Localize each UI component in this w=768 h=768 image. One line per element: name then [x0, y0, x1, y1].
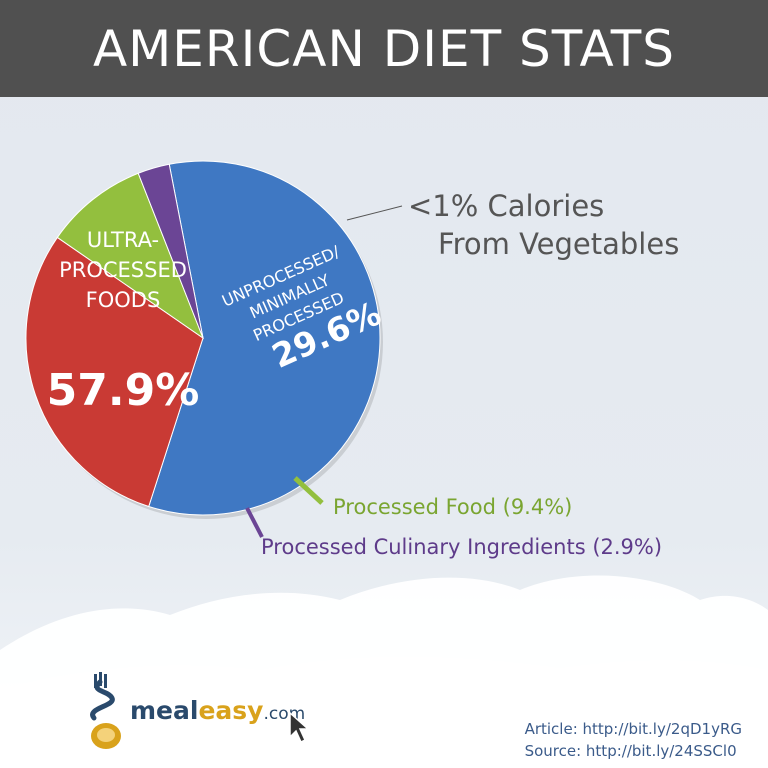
processed-food-label: Processed Food (9.4%) [333, 495, 572, 519]
ultra-processed-label-1: PROCESSED [59, 258, 187, 282]
ultra-processed-value: 57.9% [47, 365, 200, 416]
pie-slice-3 [137, 163, 204, 339]
ultra-processed-label-0: ULTRA- [87, 228, 159, 252]
pie-slice-1 [25, 236, 204, 508]
ultra-processed-label-2: FOODS [86, 288, 161, 312]
logo-meal: meal [130, 696, 199, 725]
page-title: AMERICAN DIET STATS [92, 19, 676, 78]
pie-slice-2 [56, 172, 205, 340]
vegetables-leader [346, 205, 403, 221]
mealeasy-logo[interactable]: mealeasy.com [82, 668, 305, 758]
credits: Article: http://bit.ly/2qD1yRG Source: h… [525, 718, 742, 762]
vegetables-annotation-0: <1% Calories [408, 189, 604, 223]
header-bar: AMERICAN DIET STATS [0, 0, 768, 97]
source-link[interactable]: Source: http://bit.ly/24SSCl0 [524, 742, 737, 760]
vegetables-annotation-1: From Vegetables [438, 227, 679, 261]
logo-mascot-icon [90, 672, 121, 749]
logo-easy: easy [198, 696, 264, 725]
logo-wordmark: mealeasy.com [130, 696, 305, 725]
article-link[interactable]: Article: http://bit.ly/2qD1yRG [524, 720, 742, 738]
pie-slice-0 [148, 160, 381, 516]
processed-food-leader [293, 476, 324, 505]
culinary-leader [245, 507, 264, 538]
mouse-cursor-icon [289, 711, 310, 744]
culinary-label: Processed Culinary Ingredients (2.9%) [261, 535, 662, 559]
